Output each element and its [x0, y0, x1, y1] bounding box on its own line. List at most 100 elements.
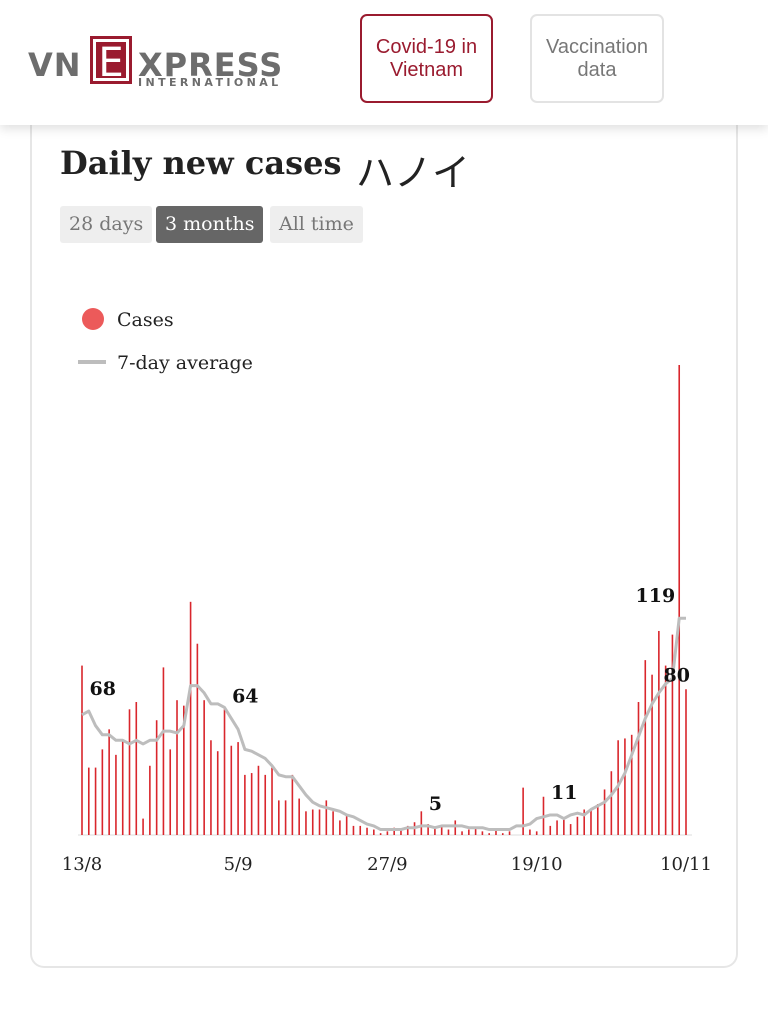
bar — [352, 825, 355, 835]
bar — [176, 700, 178, 835]
bar — [237, 742, 239, 835]
bar — [488, 833, 490, 835]
tab[interactable]: 28 days — [60, 206, 153, 243]
bar — [596, 804, 599, 835]
bar — [651, 674, 653, 835]
bar — [434, 827, 436, 835]
header: VN E XPRESS INTERNATIONAL Covid-19 in Vi… — [0, 0, 768, 125]
bar — [339, 820, 341, 835]
bar — [162, 667, 165, 835]
bar — [230, 745, 233, 835]
bar — [244, 774, 246, 835]
bar — [87, 767, 90, 835]
bar — [393, 827, 395, 835]
bar — [420, 811, 423, 835]
region: ハノイ — [356, 151, 471, 195]
legend-label: 7-day average — [117, 352, 253, 374]
logo-text: VN — [28, 46, 82, 84]
x-tick-label: 5/9 — [224, 854, 253, 875]
bar — [149, 765, 151, 835]
logo-sub: INTERNATIONAL — [138, 76, 282, 89]
bar — [121, 740, 124, 835]
card-title: Daily new cases — [60, 144, 342, 182]
bar — [291, 774, 294, 835]
value-label: 80 — [664, 664, 690, 686]
bar — [678, 365, 681, 835]
bar — [637, 702, 640, 835]
bar — [135, 702, 138, 835]
bar — [379, 833, 382, 835]
bar — [305, 811, 307, 835]
card — [30, 105, 738, 968]
bar — [556, 820, 558, 835]
bar — [569, 824, 572, 835]
bar — [563, 818, 565, 835]
bar — [461, 831, 463, 835]
tab[interactable]: 3 months — [156, 206, 264, 243]
bar — [271, 767, 273, 835]
bar — [142, 818, 144, 835]
bar — [427, 824, 429, 835]
bar — [468, 829, 470, 835]
bar — [210, 740, 212, 835]
bar — [94, 767, 97, 835]
bar — [318, 809, 321, 835]
bar — [406, 825, 409, 835]
legend-label: Cases — [117, 309, 174, 331]
x-tick-label: 27/9 — [367, 854, 407, 875]
bar — [495, 829, 497, 835]
bar — [101, 749, 104, 835]
bar — [366, 827, 368, 835]
bar — [250, 773, 253, 835]
bar — [284, 800, 287, 835]
x-tick-label: 10/11 — [660, 854, 712, 875]
bar — [223, 709, 226, 835]
bar — [155, 720, 158, 835]
legend-swatch — [82, 308, 104, 330]
bar — [583, 809, 586, 835]
x-tick-label: 19/10 — [511, 854, 563, 875]
bar — [264, 774, 267, 835]
bar — [447, 829, 450, 835]
bar — [610, 771, 613, 835]
bar — [373, 829, 375, 835]
bar — [481, 831, 484, 835]
bar — [671, 634, 674, 835]
bar — [630, 734, 633, 835]
logo-text: XPRESS — [138, 46, 284, 84]
bar — [535, 831, 538, 835]
bar — [522, 787, 524, 835]
bar — [603, 789, 606, 835]
bar — [658, 630, 660, 835]
logo-mark: E — [90, 36, 132, 86]
average-line — [81, 616, 686, 832]
tab[interactable]: All time — [270, 206, 363, 243]
bar — [685, 689, 687, 835]
bar — [196, 643, 199, 835]
bar — [454, 820, 457, 835]
bar — [325, 800, 328, 835]
bar — [182, 705, 185, 835]
value-label: 119 — [636, 585, 676, 607]
bar — [203, 700, 205, 835]
bar — [332, 811, 334, 835]
bar — [529, 829, 531, 835]
bar — [590, 809, 592, 835]
bar — [474, 827, 477, 835]
bar — [400, 829, 402, 835]
bar — [311, 809, 314, 835]
value-label: 68 — [90, 678, 116, 700]
bar — [549, 825, 552, 835]
bar — [115, 754, 117, 835]
bar — [386, 831, 389, 835]
bar — [189, 601, 192, 835]
bar — [345, 814, 348, 835]
bar — [278, 800, 280, 835]
bar — [169, 749, 172, 835]
bar — [128, 709, 131, 835]
nav-button[interactable]: Vaccination data — [530, 14, 664, 103]
nav-button[interactable]: Covid-19 in Vietnam — [360, 14, 493, 103]
bar — [298, 798, 300, 835]
bar — [664, 665, 667, 835]
